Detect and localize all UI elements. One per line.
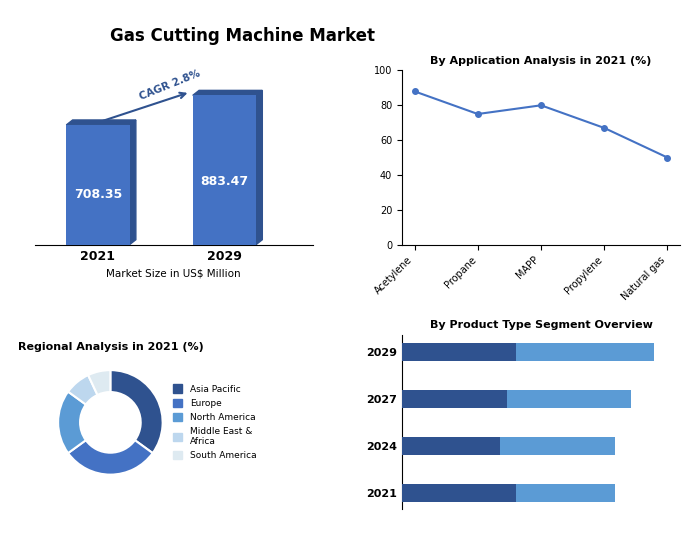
Title: By Product Type Segment Overview: By Product Type Segment Overview [430, 320, 652, 330]
Bar [402, 343, 516, 361]
Wedge shape [88, 370, 110, 395]
Bar [516, 484, 615, 501]
Bar [516, 343, 654, 361]
Bar [67, 125, 130, 244]
Wedge shape [110, 370, 162, 453]
Legend: Asia Pacific, Europe, North America, Middle East &
Africa, South America: Asia Pacific, Europe, North America, Mid… [170, 381, 260, 464]
Bar [500, 437, 615, 455]
Text: Gas Cutting Machine Market: Gas Cutting Machine Market [110, 27, 375, 45]
Text: 708.35: 708.35 [74, 188, 122, 201]
Polygon shape [193, 91, 262, 95]
Text: 883.47: 883.47 [201, 176, 248, 189]
Polygon shape [256, 91, 262, 244]
Wedge shape [58, 392, 86, 453]
Title: By Application Analysis in 2021 (%): By Application Analysis in 2021 (%) [430, 55, 652, 66]
Wedge shape [68, 440, 153, 475]
Bar [402, 484, 516, 501]
Bar [193, 95, 256, 244]
Bar [507, 390, 631, 408]
Polygon shape [130, 120, 136, 244]
Bar [402, 437, 500, 455]
Wedge shape [68, 375, 97, 404]
Text: CAGR 2.8%: CAGR 2.8% [138, 69, 202, 102]
Bar [402, 390, 507, 408]
X-axis label: Market Size in US$ Million: Market Size in US$ Million [106, 268, 241, 278]
Polygon shape [67, 120, 136, 125]
Title: Regional Analysis in 2021 (%): Regional Analysis in 2021 (%) [17, 342, 203, 352]
